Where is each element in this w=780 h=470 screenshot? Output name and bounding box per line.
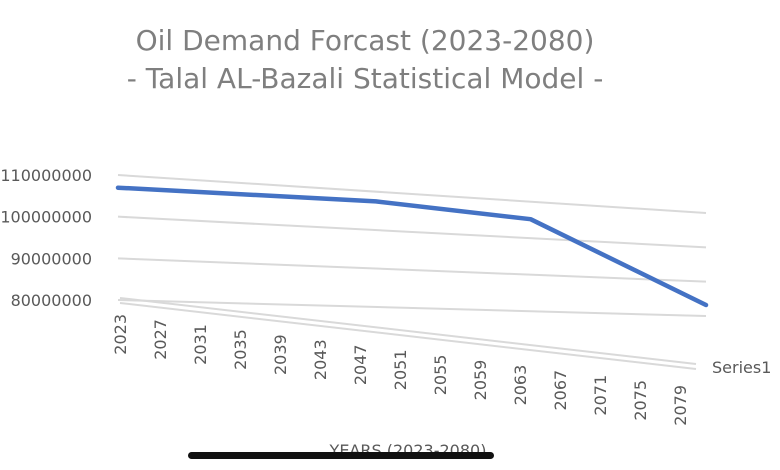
y-tick-labels: 80000000 90000000 100000000 110000000 [0,166,92,310]
y-tick-label: 100000000 [0,208,92,227]
legend: Series1 [712,358,771,377]
legend-label: Series1 [712,358,771,377]
x-tick-label: 2079 [671,385,690,426]
floor-line [119,297,697,365]
floor-line [119,302,697,370]
x-tick-label: 2031 [191,324,210,365]
x-tick-label: 2047 [351,344,370,385]
chart-floor [119,297,697,370]
x-tick-label: 2039 [271,334,290,375]
x-tick-label: 2055 [431,355,450,396]
x-tick-label: 2063 [511,365,530,406]
x-tick-label: 2071 [591,375,610,416]
y-tick-label: 80000000 [11,291,92,310]
x-tick-label: 2075 [631,380,650,421]
gridline [117,215,707,249]
x-tick-label: 2051 [391,350,410,391]
series-lines [115,185,709,308]
y-tick-label: 90000000 [11,249,92,268]
chart-title-line-1: Oil Demand Forcast (2023-2080) [135,24,595,57]
y-tick-label: 110000000 [0,166,92,185]
home-indicator-icon [188,452,494,459]
x-tick-label: 2067 [551,370,570,411]
gridline [117,299,707,317]
series-line [115,185,709,308]
x-tick-label: 2035 [231,329,250,370]
chart-title: Oil Demand Forcast (2023-2080) - Talal A… [0,22,730,98]
chart-title-line-2: - Talal AL-Bazali Statistical Model - [126,62,604,95]
x-tick-label: 2027 [151,319,170,360]
gridlines [117,174,707,317]
x-tick-label: 2023 [111,314,130,355]
x-tick-label: 2043 [311,339,330,380]
x-tick-labels: 2023 2027 2031 2035 2039 2043 2047 2051 2055 2059… [111,314,690,426]
gridline [117,174,707,214]
x-tick-label: 2059 [471,360,490,401]
gridline [117,257,707,283]
